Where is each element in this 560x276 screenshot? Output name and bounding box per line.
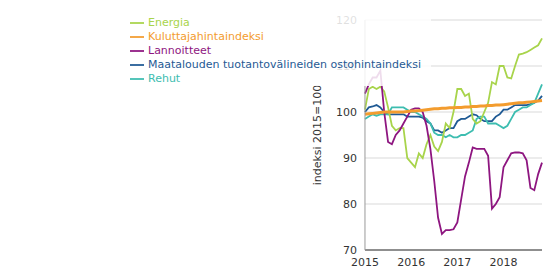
svg-text:2018: 2018 [490, 256, 518, 269]
svg-text:2015: 2015 [351, 256, 379, 269]
svg-text:70: 70 [343, 244, 357, 257]
svg-text:110: 110 [336, 60, 357, 73]
svg-text:2016: 2016 [397, 256, 425, 269]
svg-text:80: 80 [343, 198, 357, 211]
svg-text:120: 120 [336, 14, 357, 27]
svg-text:90: 90 [343, 152, 357, 165]
svg-text:indeksi 2015=100: indeksi 2015=100 [311, 85, 324, 186]
svg-text:2017: 2017 [443, 256, 471, 269]
svg-text:100: 100 [336, 106, 357, 119]
